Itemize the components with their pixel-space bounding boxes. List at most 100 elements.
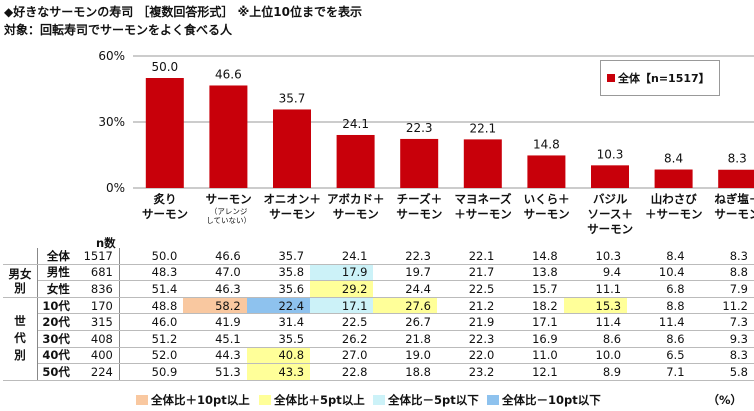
group-label-age: 世代別 [3,297,38,381]
row-label: 20代 [37,313,78,331]
table-cell: 10.0 [563,347,628,365]
bar [145,78,184,188]
table-cell: 51.3 [183,363,247,381]
table-cell: 18.2 [500,297,564,315]
legend-swatch [607,74,615,82]
table-cell: 22.0 [436,347,501,365]
legend-label: 全体【n=1517】 [618,72,710,85]
table-cell: 8.8 [627,297,691,315]
highlight-legend-label: 全体比－10pt以下 [502,393,601,407]
table-cell: 8.3 [690,248,754,265]
highlight-swatch [136,395,148,405]
bar-value-label: 14.8 [533,137,560,151]
bar-value-label: 10.3 [597,147,624,161]
y-tick-label: 0% [106,181,125,195]
category-label: オニオン＋ サーモン [263,192,321,221]
legend: 全体【n=1517】 [600,60,720,96]
table-cell: 24.1 [310,248,374,265]
table-cell: 17.1 [500,313,564,331]
table-cell: 8.8 [690,264,754,282]
table-cell: 8.9 [563,363,628,381]
table-cell: 15.7 [500,280,564,298]
highlight-legend-label: 全体比＋10pt以上 [151,393,250,407]
table-cell: 22.5 [436,280,501,298]
table-cell: 6.8 [627,280,691,298]
highlight-legend-item: 全体比＋10pt以上 [136,392,250,408]
table-cell: 43.3 [246,363,311,381]
table-cell: 22.1 [436,248,501,265]
table-cell: 11.2 [690,297,754,315]
table-cell: 35.6 [246,280,311,298]
chart-title: ◆好きなサーモンの寿司 ［複数回答形式］ ※上位10位までを表示 [4,5,362,19]
table-cell: 44.3 [183,347,247,365]
table-cell: 35.7 [246,248,311,265]
table-cell: 13.8 [500,264,564,282]
row-n: 681 [77,264,120,282]
table-cell: 40.8 [246,347,311,365]
row-n: 1517 [77,248,120,265]
table-cell: 21.9 [436,313,501,331]
table-row: 世代別 10代 170 48.8 58.2 22.4 17.1 27.6 21.2 18.2 15.… [3,297,754,381]
category-label: マヨネーズ ＋サーモン [454,192,512,221]
table-cell: 8.4 [627,248,691,265]
table-row: 女性 836 51.4 46.3 35.6 29.2 24.4 22.5 15.7 11.1 6.8… [3,280,754,298]
table-cell: 50.9 [119,363,184,381]
highlight-legend-item: 全体比－5pt以下 [373,392,479,408]
bar [527,155,566,188]
highlight-swatch [487,395,499,405]
bar-value-label: 35.7 [279,91,306,105]
row-label: 30代 [37,330,78,348]
table-cell: 47.0 [183,264,247,282]
row-label: 10代 [37,297,78,315]
table-row: 50代 224 50.9 51.3 43.3 22.8 18.8 23.2 12.1 8.9 7.1… [3,363,754,381]
row-label: 50代 [37,363,78,381]
highlight-legend-item: 全体比－10pt以下 [487,392,601,408]
table-cell: 10.4 [627,264,691,282]
table-cell: 22.4 [246,297,311,315]
category-label: 炙り サーモン [142,192,188,221]
bar [209,85,248,188]
n-label: n数 [96,236,116,250]
table-cell: 14.8 [500,248,564,265]
category-label: アボカド＋ サーモン [327,192,385,221]
y-tick-label: 30% [98,115,125,129]
category-label: ねぎ塩＋サーモン [714,192,754,221]
row-n: 836 [77,280,120,298]
highlight-legend-label: 全体比－5pt以下 [388,393,479,407]
highlight-legend-item: 全体比＋5pt以上 [259,392,365,408]
table-cell: 29.2 [310,280,374,298]
bar-value-label: 8.4 [664,152,683,166]
table-cell: 46.0 [119,313,184,331]
table-cell: 6.5 [627,347,691,365]
table-cell: 26.2 [310,330,374,348]
table-row: 40代 400 52.0 44.3 40.8 27.0 19.0 22.0 11.0 10.0 6.… [3,347,754,365]
table-cell: 8.6 [627,330,691,348]
bar-value-label: 46.6 [215,67,242,81]
row-label: 40代 [37,347,78,365]
table-cell: 11.4 [563,313,628,331]
bar [591,165,629,188]
chart-subtitle: 対象：回転寿司でサーモンをよく食べる人 [4,23,233,37]
table-cell: 21.2 [436,297,501,315]
highlight-swatch [373,395,385,405]
table-cell: 21.8 [373,330,437,348]
table-cell: 7.3 [690,313,754,331]
bar [654,169,693,188]
table-cell: 35.5 [246,330,311,348]
bar-value-label: 24.1 [342,117,369,131]
y-tick-label: 60% [98,49,125,63]
row-n: 224 [77,363,120,381]
table-cell: 50.0 [119,248,184,265]
table-row: 全体 1517 50.0 46.6 35.7 24.1 22.3 22.1 14.8 10.3 8.… [3,248,754,265]
table-cell: 16.9 [500,330,564,348]
table-row: 30代 408 51.2 45.1 35.5 26.2 21.8 22.3 16.9 8.6 8.6… [3,330,754,348]
row-n: 408 [77,330,120,348]
table-cell: 51.2 [119,330,184,348]
table-cell: 21.7 [436,264,501,282]
table-cell: 22.3 [373,248,437,265]
table-cell: 48.8 [119,297,184,315]
category-label: いくら＋ サーモン [523,192,570,221]
bar [463,139,502,188]
table-cell: 24.4 [373,280,437,298]
group-label-gender: 男女別 [3,264,38,298]
